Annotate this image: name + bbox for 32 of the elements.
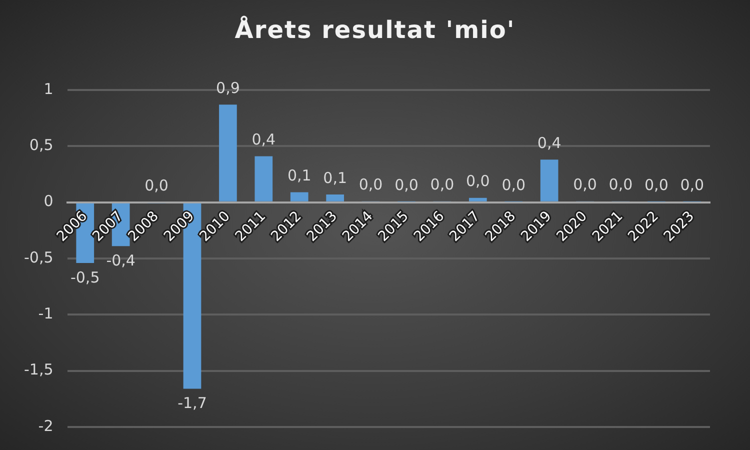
data-label: -1,7 <box>178 394 207 412</box>
y-tick-label: -1,5 <box>24 360 54 379</box>
data-label: 0,0 <box>466 172 490 190</box>
data-label: -0,4 <box>106 252 136 270</box>
data-label: 0,0 <box>680 176 704 194</box>
data-label: 0,0 <box>144 176 168 195</box>
data-label: 0,0 <box>573 176 597 194</box>
bar <box>326 194 344 202</box>
y-tick-label: -2 <box>38 416 54 435</box>
bar <box>468 198 487 202</box>
bar <box>219 104 237 202</box>
data-label: 0,4 <box>537 134 562 152</box>
data-label: 0,0 <box>358 176 383 194</box>
bar <box>254 156 273 202</box>
y-tick-label: 1 <box>44 80 54 98</box>
data-label: 0,0 <box>608 176 633 194</box>
y-tick-label: 0,5 <box>29 136 54 154</box>
chart-title: Årets resultat 'mio' <box>234 16 516 44</box>
y-tick-label: -1 <box>38 304 54 323</box>
data-label: 0,0 <box>644 176 668 194</box>
data-label: -0,5 <box>70 268 100 286</box>
y-tick-label: 0 <box>44 192 54 210</box>
data-label: 0,0 <box>394 176 418 194</box>
bar <box>290 192 308 202</box>
y-tick-label: -0,5 <box>24 248 54 266</box>
data-label: 0,4 <box>252 130 276 149</box>
data-label: 0,9 <box>216 78 240 97</box>
data-label: 0,1 <box>287 166 312 185</box>
data-label: 0,0 <box>502 176 526 194</box>
data-label: 0,0 <box>430 176 454 194</box>
data-label: 0,1 <box>323 168 347 187</box>
bar <box>540 160 558 202</box>
